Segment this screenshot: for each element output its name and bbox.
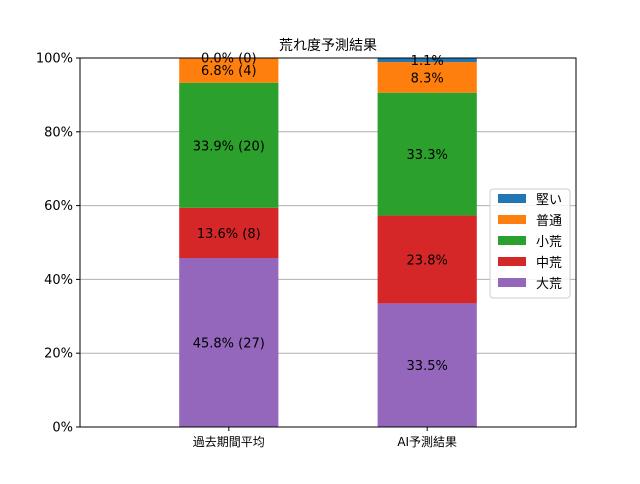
bar-segment: [179, 82, 279, 208]
x-tick-label: AI予測結果: [397, 435, 457, 449]
data-label: 33.3%: [407, 148, 448, 163]
legend-label: 中荒: [536, 256, 562, 271]
data-label: 33.9% (20): [193, 139, 265, 154]
data-label: 13.6% (8): [197, 227, 261, 242]
bar-segment: [179, 257, 279, 427]
bar-segment: [179, 57, 279, 83]
data-label: 45.8% (27): [193, 336, 265, 351]
legend-swatch: [498, 194, 526, 203]
y-tick-label: 80%: [44, 125, 73, 140]
data-label: 33.5%: [407, 359, 448, 374]
legend-label: 普通: [536, 214, 562, 229]
legend-swatch: [498, 236, 526, 245]
legend-swatch: [498, 257, 526, 266]
data-label: 6.8% (4): [201, 64, 257, 79]
bar-segment: [377, 303, 477, 427]
plot-frame: [79, 57, 577, 428]
legend-label: 堅い: [536, 193, 562, 208]
chart-title: 荒れ度予測結果: [279, 38, 377, 54]
x-tick-label: 過去期間平均: [193, 435, 265, 449]
legend-swatch: [498, 215, 526, 224]
bar-segment: [179, 207, 279, 258]
data-label: 8.3%: [411, 71, 444, 86]
y-tick-label: 20%: [44, 347, 73, 362]
data-label: 0.0% (0): [201, 52, 257, 67]
bar-segment: [377, 92, 477, 216]
legend-label: 大荒: [536, 277, 562, 292]
y-tick-label: 100%: [36, 52, 73, 67]
data-label: 23.8%: [407, 253, 448, 268]
y-tick-label: 40%: [44, 273, 73, 288]
bar-segment: [377, 215, 477, 304]
bar-segment: [377, 62, 477, 93]
bar-segment: [377, 58, 477, 63]
legend-label: 小荒: [536, 235, 562, 250]
y-tick-label: 60%: [44, 199, 73, 214]
data-label: 1.1%: [411, 54, 444, 69]
legend-swatch: [498, 278, 526, 287]
y-tick-label: 0%: [52, 421, 73, 436]
